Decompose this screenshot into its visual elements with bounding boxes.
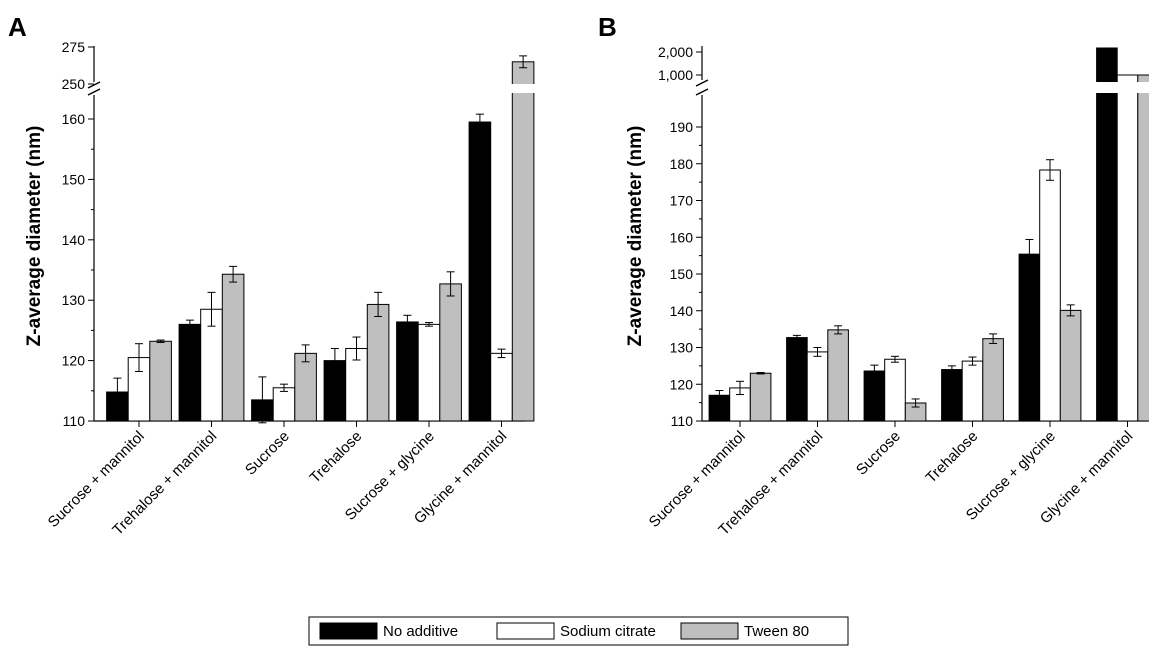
legend-swatch-no-additive — [319, 622, 378, 640]
y-tick-label-upper-a: 250 — [62, 76, 86, 92]
legend-swatch-sodium-citrate — [496, 622, 555, 640]
bar-no-additive-glycine-mannitol-b — [1096, 47, 1118, 422]
bar-sodium-citrate-glycine-mannitol-a — [490, 352, 513, 422]
bar-tween-80-trehalose-mannitol-b — [827, 329, 849, 422]
y-tick-label-upper-b: 1,000 — [658, 67, 693, 83]
y-tick-label-upper-b: 2,000 — [658, 44, 693, 60]
bar-no-additive-trehalose-mannitol-b — [786, 337, 808, 422]
bar-sodium-citrate-trehalose-mannitol-b — [806, 351, 829, 422]
y-tick-label-b: 130 — [670, 340, 694, 356]
legend-label-sodium-citrate: Sodium citrate — [560, 623, 656, 640]
y-tick-label-a: 110 — [63, 413, 86, 429]
bar-break-gap-a — [468, 84, 535, 93]
bar-tween-80-sucrose-mannitol-a — [149, 340, 172, 422]
x-tick-label-trehalose-b: Trehalose — [923, 428, 982, 487]
bar-no-additive-sucrose-b — [863, 370, 886, 422]
axis-break-mark-a — [87, 88, 101, 96]
y-axis-label-b: Z-average diameter (nm) — [625, 126, 646, 347]
y-tick-label-upper-a: 275 — [62, 39, 86, 55]
axis-break-mark-b — [695, 79, 709, 87]
y-tick-label-b: 170 — [670, 193, 694, 209]
legend: No additive Sodium citrate Tween 80 — [308, 616, 849, 646]
panel-label-a: A — [8, 12, 27, 42]
legend-label-tween-80: Tween 80 — [744, 623, 809, 640]
bar-tween-80-sucrose-glycine-a — [439, 283, 462, 422]
bar-no-additive-glycine-mannitol-a — [468, 121, 492, 422]
bar-no-additive-trehalose-b — [941, 369, 963, 422]
bar-sodium-citrate-glycine-mannitol-b — [1116, 74, 1139, 422]
y-tick-label-a: 160 — [62, 111, 86, 127]
panel-label-b: B — [598, 12, 617, 42]
y-tick-label-b: 140 — [670, 303, 694, 319]
axis-break-mark-b — [695, 88, 709, 96]
bar-break-gap-b — [1095, 82, 1149, 93]
y-tick-label-a: 130 — [62, 292, 86, 308]
y-tick-label-b: 180 — [670, 156, 694, 172]
bar-no-additive-trehalose-mannitol-a — [178, 323, 202, 422]
y-tick-label-b: 120 — [670, 376, 694, 392]
bar-tween-80-glycine-mannitol-a — [511, 61, 535, 422]
legend-label-no-additive: No additive — [383, 623, 458, 640]
y-tick-label-b: 110 — [671, 413, 694, 429]
chart-panel-b: 110 120 130 140 150 160 170 180 190 1,000 2,000 Suc… — [646, 44, 1149, 539]
bar-tween-80-trehalose-b — [982, 338, 1004, 422]
legend-frame — [308, 616, 849, 646]
bar-tween-80-sucrose-glycine-b — [1059, 309, 1082, 422]
bar-sodium-citrate-sucrose-a — [272, 387, 296, 422]
y-tick-label-a: 150 — [62, 171, 86, 187]
bar-tween-80-sucrose-mannitol-b — [749, 372, 772, 422]
y-tick-label-a: 140 — [62, 232, 86, 248]
y-tick-label-b: 160 — [670, 229, 694, 245]
bar-sodium-citrate-sucrose-glycine-b — [1039, 169, 1061, 422]
y-tick-label-a: 120 — [62, 353, 86, 369]
y-tick-label-b: 150 — [670, 266, 694, 282]
y-axis-label-a: Z-average diameter (nm) — [24, 126, 45, 347]
bar-no-additive-sucrose-glycine-b — [1018, 253, 1041, 422]
x-tick-label-sucrose-a: Sucrose — [242, 428, 293, 479]
x-tick-label-sucrose-b: Sucrose — [853, 428, 904, 479]
bar-tween-80-glycine-mannitol-b — [1137, 74, 1149, 422]
bar-sodium-citrate-sucrose-b — [884, 358, 906, 422]
bar-sodium-citrate-sucrose-glycine-a — [417, 323, 441, 422]
x-tick-label-trehalose-a: Trehalose — [307, 428, 366, 487]
bar-tween-80-sucrose-a — [294, 352, 317, 422]
axis-break-mark-a — [87, 81, 101, 89]
legend-swatch-tween-80 — [680, 622, 739, 640]
bar-tween-80-trehalose-a — [366, 303, 390, 422]
bar-sodium-citrate-trehalose-b — [961, 360, 984, 422]
bar-no-additive-sucrose-glycine-a — [396, 321, 419, 422]
bar-tween-80-trehalose-mannitol-a — [221, 273, 245, 422]
y-tick-label-b: 190 — [670, 119, 694, 135]
